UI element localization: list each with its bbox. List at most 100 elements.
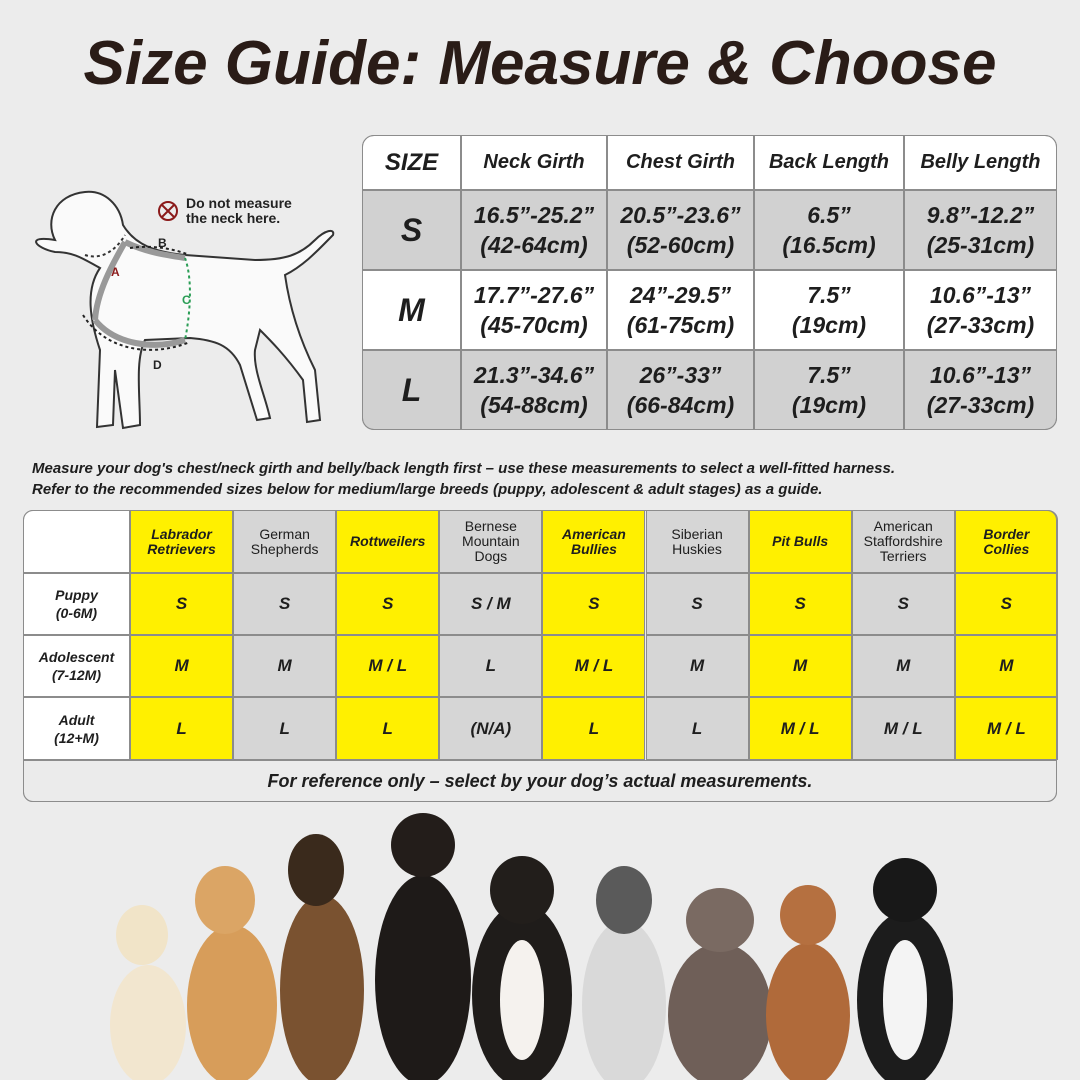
- breed-size-cell: M: [954, 635, 1058, 697]
- size-header-text: Chest Girth: [626, 151, 735, 173]
- breed-size-cell: L: [233, 697, 337, 760]
- size-header-cell: Back Length: [754, 135, 904, 190]
- footer-text: For reference only – select by your dog’…: [267, 770, 813, 791]
- breed-size: S: [794, 594, 806, 613]
- title: Size Guide: Measure & Choose: [83, 29, 997, 98]
- size-value-cell: 17.7”-27.6” (45-70cm): [461, 270, 607, 350]
- breed-size: M / L: [883, 718, 923, 738]
- breed-name: American: [873, 518, 933, 534]
- size-label: M: [398, 292, 425, 328]
- breed-size-cell: L: [542, 697, 646, 760]
- breed-size-cell: M / L: [336, 635, 440, 697]
- size-value-cell: 26”-33” (66-84cm): [607, 350, 754, 430]
- breed-size-cell: M / L: [542, 635, 646, 697]
- breed-name: Shepherds: [250, 540, 319, 557]
- size-header-text: Neck Girth: [483, 151, 585, 173]
- breed-size: M / L: [574, 656, 614, 675]
- breed-size-cell: M: [130, 635, 234, 697]
- size-value-cell: 21.3”-34.6” (54-88cm): [461, 350, 607, 430]
- breed-name: American: [562, 525, 626, 542]
- breed-size: M: [793, 656, 808, 675]
- breed-header-cell: American Staffordshire Terriers: [851, 510, 955, 573]
- breed-size-cell: M: [748, 635, 852, 697]
- breed-name: Bernese: [464, 518, 517, 534]
- breed-corner-cell: [23, 510, 130, 573]
- breed-size-cell: M: [851, 635, 955, 697]
- breed-size-cell: S: [954, 573, 1058, 635]
- breed-size: M: [689, 656, 705, 675]
- size-value: (66-84cm): [626, 392, 735, 418]
- size-label-cell: M: [362, 270, 461, 350]
- breed-header-cell: Siberian Huskies: [645, 510, 749, 573]
- breed-name: Rottweilers: [350, 533, 426, 549]
- dog-lab: [110, 905, 186, 1080]
- breed-size: M: [999, 656, 1014, 675]
- breed-size: S: [1000, 594, 1013, 613]
- breed-size-cell: S: [130, 573, 234, 635]
- size-value-cell: 10.6”-13” (27-33cm): [904, 270, 1057, 350]
- size-value: 26”-33”: [639, 362, 722, 388]
- size-value: (27-33cm): [926, 392, 1035, 418]
- instruction-line: Measure your dog's chest/neck girth and …: [32, 460, 896, 477]
- breed-size: (N/A): [470, 718, 512, 738]
- size-value-cell: 7.5” (19cm): [754, 270, 904, 350]
- breed-size-cell: L: [336, 697, 440, 760]
- label-c: C: [182, 293, 191, 307]
- size-value: 7.5”: [807, 282, 851, 308]
- dog-golden: [187, 866, 277, 1080]
- size-header-cell: SIZE: [362, 135, 461, 190]
- breed-size: S: [588, 594, 600, 613]
- breed-name: Siberian: [671, 525, 723, 542]
- harness-chest: [92, 240, 128, 321]
- note-line: Do not measure: [186, 195, 292, 211]
- size-header-text: SIZE: [384, 148, 439, 176]
- size-value: (19cm): [791, 312, 867, 338]
- size-value: (16.5cm): [782, 232, 876, 258]
- breed-size-cell: S: [542, 573, 646, 635]
- size-value-cell: 16.5”-25.2” (42-64cm): [461, 190, 607, 270]
- label-a: A: [111, 265, 120, 279]
- dog-husky: [582, 866, 666, 1080]
- size-value: 24”-29.5”: [629, 282, 731, 308]
- breed-header-cell: Labrador Retrievers: [130, 510, 234, 573]
- breed-name: Staffordshire: [863, 533, 943, 549]
- breed-name: Collies: [983, 540, 1030, 557]
- size-value: (54-88cm): [480, 392, 588, 418]
- breed-size: L: [691, 718, 703, 738]
- breed-name: Dogs: [474, 548, 508, 564]
- size-value: 10.6”-13”: [929, 362, 1031, 388]
- breed-size-cell: L: [645, 697, 749, 760]
- size-value: (45-70cm): [480, 312, 588, 338]
- stage-cell: Adolescent (7-12M): [23, 635, 130, 697]
- breed-size-cell: M / L: [954, 697, 1058, 760]
- breed-name: Pit Bulls: [772, 533, 829, 549]
- size-value: 6.5”: [807, 202, 851, 228]
- breed-size-cell: (N/A): [439, 697, 543, 760]
- breed-size: M: [174, 656, 189, 675]
- note-line: the neck here.: [186, 210, 281, 226]
- breed-size: S: [175, 594, 188, 613]
- instructions: Measure your dog's chest/neck girth and …: [32, 458, 895, 500]
- harness-back: [123, 239, 186, 261]
- size-header-cell: Belly Length: [904, 135, 1057, 190]
- breed-size-cell: M / L: [851, 697, 955, 760]
- dog-diagram: A B C D: [35, 190, 335, 430]
- breed-size: L: [382, 718, 393, 738]
- size-value: 17.7”-27.6”: [473, 282, 595, 308]
- size-label: S: [400, 212, 423, 248]
- no-icon: [158, 201, 178, 221]
- size-value: 7.5”: [807, 362, 851, 388]
- size-value-cell: 24”-29.5” (61-75cm): [607, 270, 754, 350]
- breed-header-cell: German Shepherds: [233, 510, 337, 573]
- size-value: 10.6”-13”: [929, 282, 1031, 308]
- dog-outline: [35, 190, 335, 430]
- breed-header-cell: Rottweilers: [336, 510, 440, 573]
- dog-collie: [857, 858, 953, 1080]
- size-value: 16.5”-25.2”: [473, 202, 595, 228]
- dog-lineup: [110, 813, 953, 1080]
- breed-header-cell: Pit Bulls: [748, 510, 852, 573]
- dog-bernese: [472, 856, 572, 1080]
- breed-size: S: [897, 594, 909, 613]
- size-header-text: Belly Length: [920, 151, 1041, 173]
- stage-label: Adolescent: [38, 649, 115, 665]
